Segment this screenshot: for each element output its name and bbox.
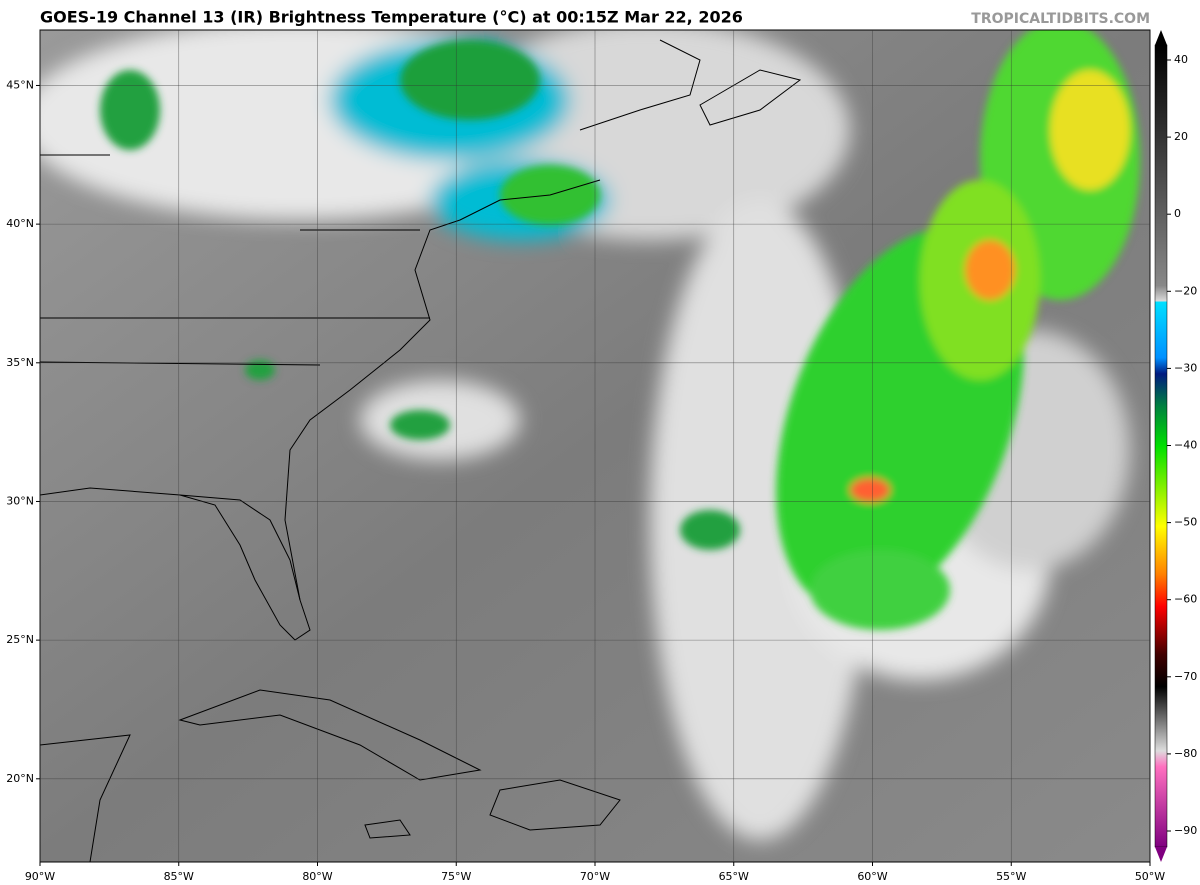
coastlines <box>40 39 802 862</box>
lon-label: 60°W <box>857 870 887 883</box>
colorbar-label: −70 <box>1174 670 1197 683</box>
lon-label: 75°W <box>441 870 471 883</box>
lat-label: 35°N <box>6 356 34 369</box>
colorbar-label: −50 <box>1174 516 1197 529</box>
colorbar-label: −20 <box>1174 284 1197 297</box>
colorbar-label: 20 <box>1174 130 1188 143</box>
title: GOES-19 Channel 13 (IR) Brightness Tempe… <box>40 8 743 27</box>
colorbar-extend-bottom <box>1155 847 1167 862</box>
colorbar-label: −90 <box>1174 824 1197 837</box>
colorbar-label: −40 <box>1174 439 1197 452</box>
lat-label: 30°N <box>6 494 34 507</box>
colorbar-label: −30 <box>1174 361 1197 374</box>
lat-label: 40°N <box>6 217 34 230</box>
lon-label: 85°W <box>164 870 194 883</box>
lat-label: 25°N <box>6 633 34 646</box>
colorbar-label: 40 <box>1174 53 1188 66</box>
lat-label: 45°N <box>6 78 34 91</box>
satellite-image <box>40 30 1150 862</box>
storms <box>100 30 1140 630</box>
colorbar <box>1154 44 1168 848</box>
lon-label: 80°W <box>302 870 332 883</box>
colorbar-label: −80 <box>1174 747 1197 760</box>
colorbar-label: −60 <box>1174 593 1197 606</box>
colorbar-label: 0 <box>1174 207 1181 220</box>
lon-label: 70°W <box>580 870 610 883</box>
lon-label: 65°W <box>719 870 749 883</box>
lat-label: 20°N <box>6 772 34 785</box>
lon-label: 50°W <box>1135 870 1165 883</box>
colorbar-extend-top <box>1155 30 1167 45</box>
graticule <box>39 30 1151 862</box>
credit: TROPICALTIDBITS.COM <box>971 11 1150 27</box>
lon-label: 90°W <box>25 870 55 883</box>
lon-label: 55°W <box>996 870 1026 883</box>
